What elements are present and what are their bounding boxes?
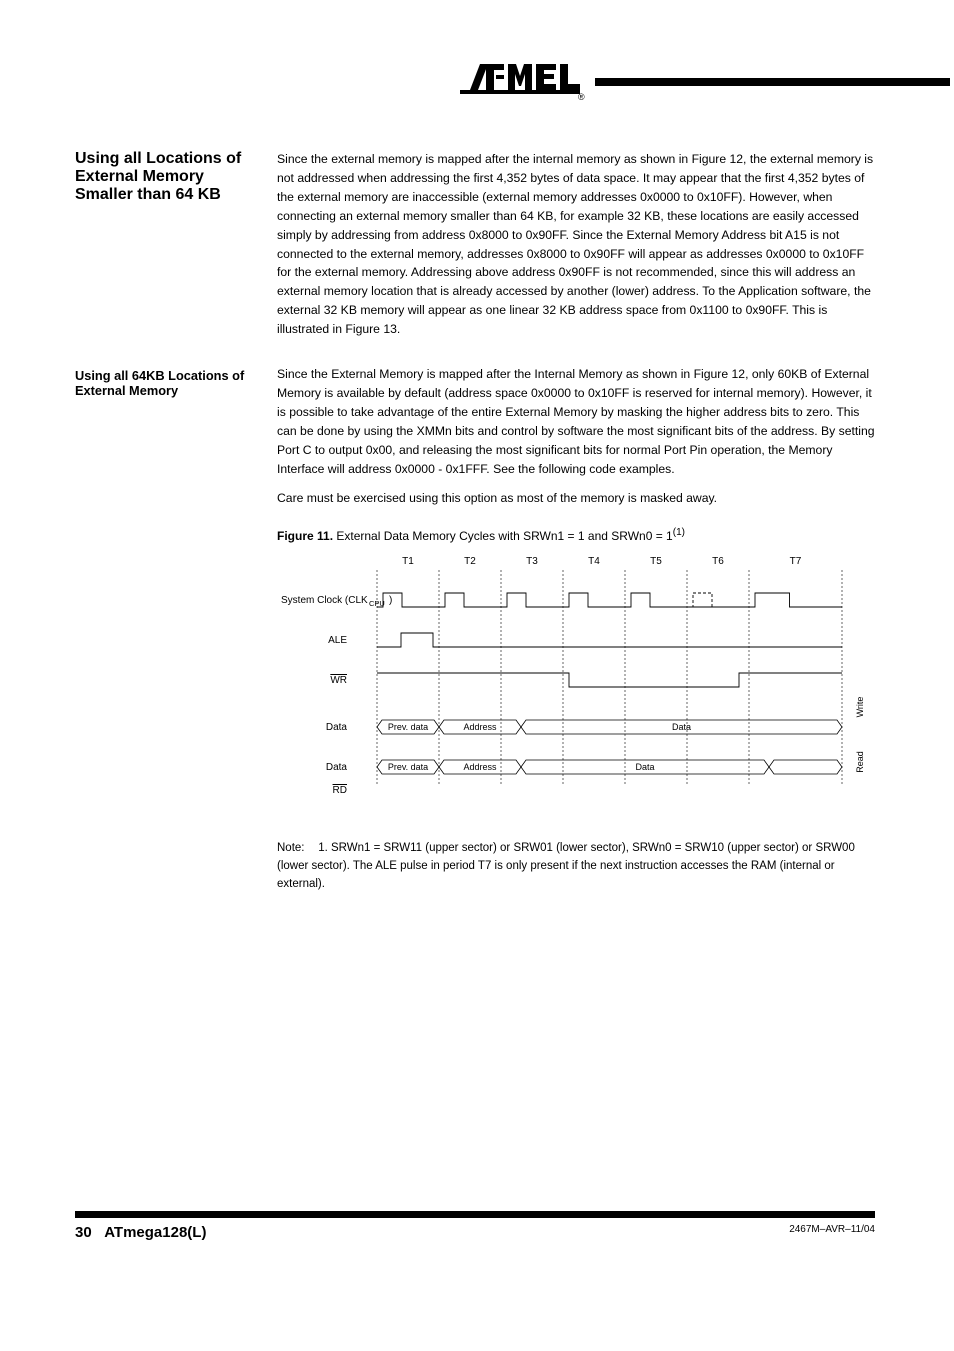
svg-text:Data: Data — [672, 722, 691, 732]
svg-text:Data: Data — [635, 762, 654, 772]
svg-text:T3: T3 — [526, 556, 538, 567]
paragraph-2b: Care must be exercised using this option… — [277, 489, 875, 508]
note-label: Note: — [277, 840, 315, 858]
page-header: ® — [75, 60, 875, 110]
svg-text:Data: Data — [326, 722, 348, 733]
paragraph-2a: Since the External Memory is mapped afte… — [277, 365, 875, 478]
svg-text:Prev. data: Prev. data — [388, 722, 428, 732]
note-text: 1. SRWn1 = SRW11 (upper sector) or SRW01… — [277, 842, 855, 890]
svg-text:Address: Address — [463, 722, 497, 732]
figure-note: Note: 1. SRWn1 = SRW11 (upper sector) or… — [277, 840, 875, 893]
svg-text:Address: Address — [463, 762, 497, 772]
svg-text:T2: T2 — [464, 556, 476, 567]
page-number: 30 ATmega128(L) — [75, 1224, 206, 1241]
figure-caption-sup: (1) — [673, 527, 685, 538]
svg-text:): ) — [389, 595, 392, 606]
svg-text:Prev. data: Prev. data — [388, 762, 428, 772]
figure-caption: Figure 11. External Data Memory Cycles w… — [277, 525, 875, 546]
figure-caption-text: External Data Memory Cycles with SRWn1 =… — [333, 529, 673, 543]
figure-number: Figure 11. — [277, 529, 333, 543]
part-number: ATmega128(L) — [104, 1224, 206, 1241]
footer-rule — [75, 1211, 875, 1218]
svg-text:T7: T7 — [790, 556, 802, 567]
svg-text:System Clock (CLK: System Clock (CLK — [281, 595, 368, 606]
atmel-logo: ® — [460, 60, 590, 107]
svg-text:CPU: CPU — [369, 599, 385, 608]
svg-text:Data: Data — [326, 762, 348, 773]
doc-id: 2467M–AVR–11/04 — [789, 1224, 875, 1241]
svg-text:T1: T1 — [402, 556, 414, 567]
header-rule — [595, 78, 950, 86]
paragraph-1: Since the external memory is mapped afte… — [277, 150, 875, 339]
svg-text:T5: T5 — [650, 556, 662, 567]
svg-text:WR: WR — [330, 675, 347, 686]
timing-diagram: T1 T2 T3 T4 T5 T6 T7 System Clock (CLKCPU) ALE WR… — [277, 552, 875, 832]
section-title: Using all Locations of External Memory S… — [75, 150, 253, 204]
svg-text:RD: RD — [333, 785, 347, 796]
svg-text:Read: Read — [855, 751, 865, 773]
svg-text:ALE: ALE — [328, 635, 347, 646]
svg-text:®: ® — [578, 92, 585, 102]
svg-text:Write: Write — [855, 697, 865, 718]
page-footer: 30 ATmega128(L) 2467M–AVR–11/04 — [75, 1211, 875, 1241]
subsection-title: Using all 64KB Locations of External Mem… — [75, 368, 253, 398]
svg-text:T4: T4 — [588, 556, 600, 567]
svg-text:T6: T6 — [712, 556, 724, 567]
